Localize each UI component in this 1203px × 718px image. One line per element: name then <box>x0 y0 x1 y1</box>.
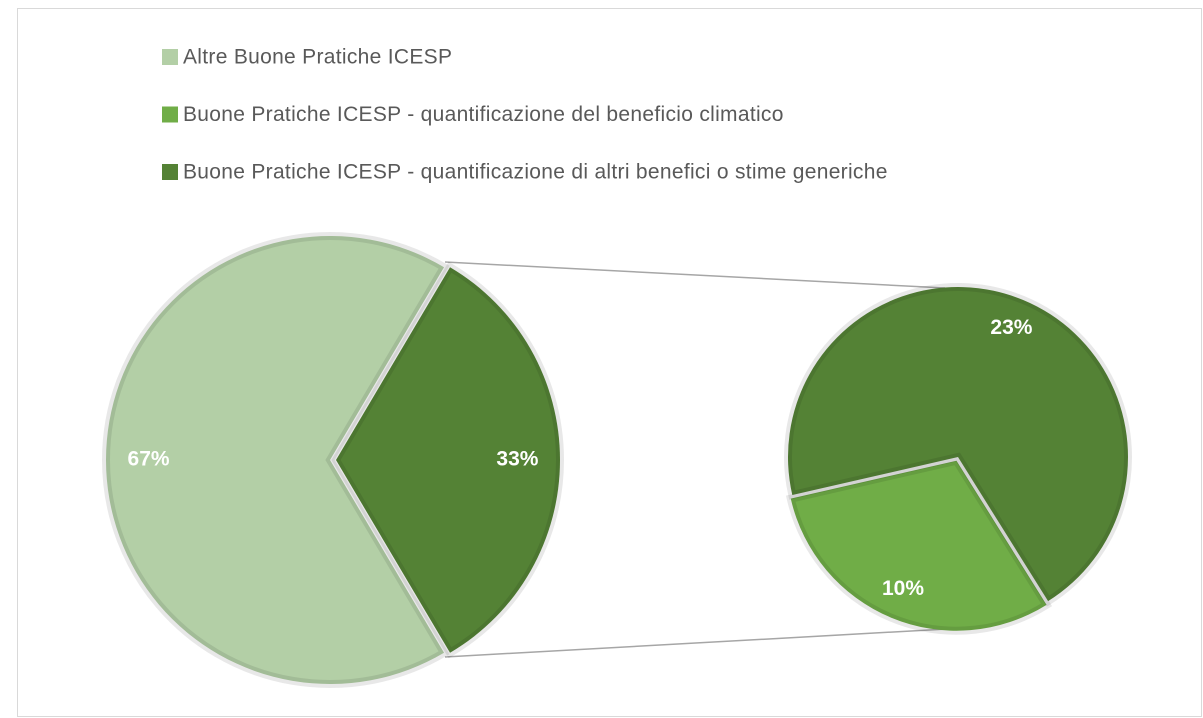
pie-slice <box>784 283 1132 607</box>
pie-slice <box>331 261 564 659</box>
data-label: 23% <box>990 316 1032 339</box>
connector <box>444 261 946 289</box>
data-label: 33% <box>496 448 538 471</box>
legend-label: Altre Buone Pratiche ICESP <box>183 46 452 69</box>
legend-label: Buone Pratiche ICESP - quantificazione d… <box>183 103 784 126</box>
legend-label: Buone Pratiche ICESP - quantificazione d… <box>183 161 888 184</box>
data-label: 10% <box>882 577 924 600</box>
slices: 67% 33% 10% 23% <box>102 232 1132 688</box>
data-label: 67% <box>128 448 170 471</box>
connector <box>444 627 966 658</box>
legend-swatch <box>162 49 178 65</box>
legend-swatch <box>162 164 178 180</box>
pie-slice <box>785 456 1053 635</box>
legend: Altre Buone Pratiche ICESP Buone Pratiche… <box>162 46 888 184</box>
pie-slice <box>102 232 450 688</box>
legend-swatch <box>162 106 178 123</box>
